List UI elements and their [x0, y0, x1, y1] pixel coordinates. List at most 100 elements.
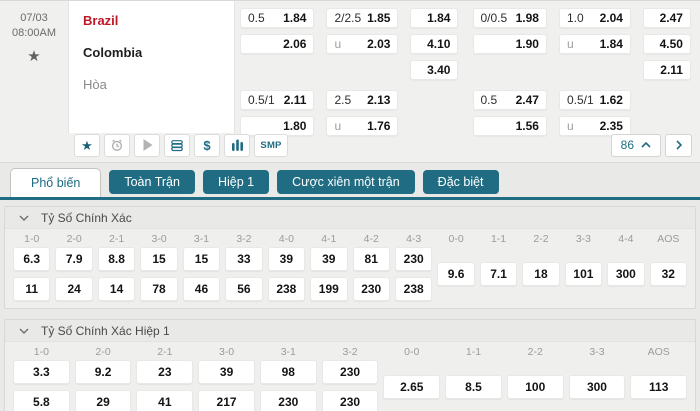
- score-odds-button[interactable]: 24: [55, 277, 93, 301]
- score-odds-button[interactable]: 300: [607, 262, 645, 286]
- score-odds-button[interactable]: 46: [182, 277, 221, 301]
- score-odds-button[interactable]: 41: [136, 390, 194, 411]
- favorite-button[interactable]: ★: [74, 133, 100, 157]
- score-odds-button[interactable]: 32: [649, 262, 687, 286]
- score-cells: 98 230: [259, 360, 317, 411]
- score-column: 4-4 300: [607, 232, 645, 301]
- tab-toan-tran[interactable]: Toàn Trận: [109, 170, 195, 194]
- score-odds-button[interactable]: 39: [267, 247, 306, 271]
- score-odds-button[interactable]: 238: [394, 277, 433, 301]
- over-odds[interactable]: 0.5/1 1.62: [558, 90, 631, 110]
- score-odds-button[interactable]: 98: [259, 360, 317, 384]
- stacked-markets-button[interactable]: [164, 133, 190, 157]
- under-odds[interactable]: u 1.84: [558, 34, 631, 54]
- score-odds-button[interactable]: 8.8: [97, 247, 136, 271]
- handicap-home-odds[interactable]: 0.5 2.47: [472, 90, 547, 110]
- score-odds-button[interactable]: 39: [198, 360, 255, 384]
- score-odds-button[interactable]: 230: [321, 360, 379, 384]
- handicap-away-odds[interactable]: 1.90: [472, 34, 547, 54]
- score-odds-button[interactable]: 7.1: [479, 262, 518, 286]
- 1x2-home-odds[interactable]: 2.47: [642, 8, 691, 28]
- score-label: AOS: [657, 233, 680, 245]
- score-odds-button[interactable]: 230: [259, 390, 317, 411]
- favorite-star-icon[interactable]: ★: [27, 48, 41, 65]
- score-odds-button[interactable]: 300: [568, 375, 626, 399]
- score-odds-button[interactable]: 39: [310, 247, 348, 271]
- score-odds-button[interactable]: 81: [352, 247, 390, 271]
- score-column: 3-2 33 56: [225, 232, 263, 301]
- under-marker: u: [566, 37, 574, 51]
- smp-button[interactable]: SMP: [254, 133, 288, 157]
- score-cells: 39 217: [198, 360, 255, 411]
- tab-pho-bien[interactable]: Phổ biến: [10, 168, 102, 197]
- score-label: 3-3: [575, 233, 591, 245]
- score-odds-button[interactable]: 2.65: [383, 375, 441, 399]
- handicap-home-odds[interactable]: 0/0.5 1.98: [472, 8, 547, 28]
- over-odds[interactable]: 2/2.5 1.85: [326, 8, 399, 28]
- score-odds-button[interactable]: 15: [140, 247, 178, 271]
- draw-label: Hòa: [83, 77, 107, 92]
- score-column: 2-2 100: [506, 345, 564, 411]
- 1x2-draw-odds[interactable]: 3.40: [410, 60, 459, 80]
- score-odds-button[interactable]: 14: [97, 277, 136, 301]
- alarm-button[interactable]: [104, 133, 130, 157]
- score-odds-button[interactable]: 113: [630, 375, 688, 399]
- score-odds-button[interactable]: 29: [74, 390, 132, 411]
- score-odds-button[interactable]: 15: [182, 247, 221, 271]
- section-header[interactable]: Tỷ Số Chính Xác Hiệp 1: [5, 320, 695, 342]
- odds-value: 2.11: [283, 93, 307, 107]
- score-odds-button[interactable]: 56: [225, 277, 263, 301]
- tab-dac-biet[interactable]: Đặc biệt: [422, 170, 499, 194]
- score-odds-button[interactable]: 9.2: [74, 360, 132, 384]
- handicap-away-odds[interactable]: 1.56: [472, 116, 547, 136]
- score-cells: 8.5: [445, 360, 502, 411]
- score-odds-button[interactable]: 199: [310, 277, 348, 301]
- score-column: 3-0 15 78: [140, 232, 178, 301]
- score-odds-button[interactable]: 217: [198, 390, 255, 411]
- score-odds-button[interactable]: 3.3: [13, 360, 70, 384]
- score-odds-button[interactable]: 78: [140, 277, 178, 301]
- handicap-home-odds[interactable]: 0.5 1.84: [240, 8, 315, 28]
- score-odds-button[interactable]: 18: [522, 262, 560, 286]
- score-odds-button[interactable]: 230: [321, 390, 379, 411]
- handicap-column: 0.5 2.47 1.56: [472, 90, 547, 136]
- handicap-away-odds[interactable]: 2.06: [240, 34, 315, 54]
- away-team-name[interactable]: Colombia: [83, 45, 143, 60]
- score-odds-button[interactable]: 5.8: [13, 390, 70, 411]
- under-odds[interactable]: u 2.35: [558, 116, 631, 136]
- tab-cuoc-xien[interactable]: Cược xiên một trận: [277, 170, 415, 194]
- score-column: 4-1 39 199: [310, 232, 348, 301]
- score-odds-button[interactable]: 230: [352, 277, 390, 301]
- score-odds-button[interactable]: 230: [394, 247, 433, 271]
- over-odds[interactable]: 1.0 2.04: [558, 8, 631, 28]
- money-button[interactable]: $: [194, 133, 220, 157]
- score-odds-button[interactable]: 6.3: [13, 247, 51, 271]
- 1x2-draw-odds[interactable]: 2.11: [642, 60, 691, 80]
- handicap-home-odds[interactable]: 0.5/1 2.11: [240, 90, 315, 110]
- under-odds[interactable]: u 1.76: [326, 116, 399, 136]
- home-team-name[interactable]: Brazil: [83, 13, 119, 28]
- score-odds-button[interactable]: 23: [136, 360, 194, 384]
- score-odds-button[interactable]: 7.9: [55, 247, 93, 271]
- score-odds-button[interactable]: 33: [225, 247, 263, 271]
- 1x2-home-odds[interactable]: 1.84: [410, 8, 459, 28]
- section-header[interactable]: Tỷ Số Chính Xác: [5, 207, 695, 229]
- under-odds[interactable]: u 2.03: [326, 34, 399, 54]
- score-odds-button[interactable]: 9.6: [437, 262, 475, 286]
- tab-hiep-1[interactable]: Hiệp 1: [202, 170, 270, 194]
- star-icon: ★: [81, 137, 93, 153]
- play-button[interactable]: [134, 133, 160, 157]
- score-odds-button[interactable]: 11: [13, 277, 51, 301]
- score-column: 3-3 300: [568, 345, 626, 411]
- next-market-button[interactable]: [665, 133, 692, 157]
- 1x2-away-odds[interactable]: 4.50: [642, 34, 691, 54]
- score-odds-button[interactable]: 238: [267, 277, 306, 301]
- market-count-button[interactable]: 86: [610, 133, 661, 157]
- score-odds-button[interactable]: 101: [564, 262, 603, 286]
- score-cells: 9.6: [437, 247, 475, 301]
- 1x2-away-odds[interactable]: 4.10: [410, 34, 459, 54]
- over-odds[interactable]: 2.5 2.13: [326, 90, 399, 110]
- statistics-button[interactable]: [224, 133, 250, 157]
- score-odds-button[interactable]: 8.5: [445, 375, 502, 399]
- score-odds-button[interactable]: 100: [506, 375, 564, 399]
